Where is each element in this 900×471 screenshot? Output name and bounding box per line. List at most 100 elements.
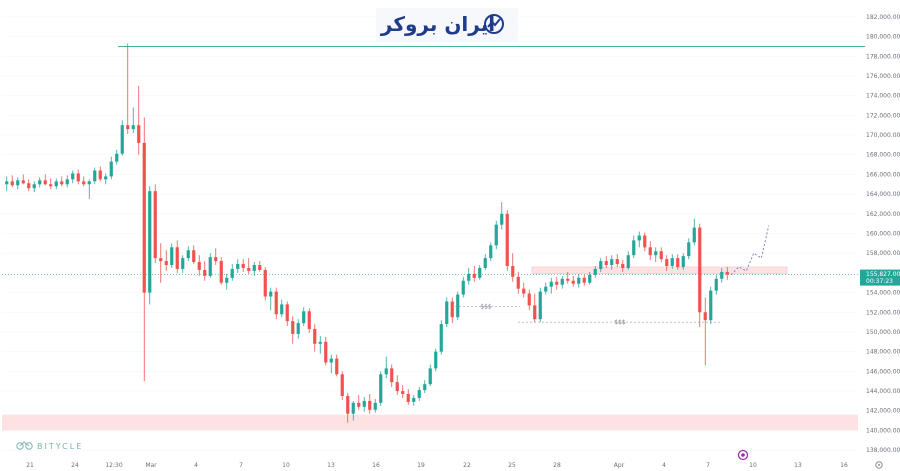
candle[interactable] (703, 297, 707, 366)
candle[interactable] (654, 247, 658, 263)
candle[interactable] (16, 177, 20, 190)
candle-body[interactable] (588, 274, 592, 283)
candle-body[interactable] (280, 304, 284, 315)
candle[interactable] (549, 277, 553, 294)
candle[interactable] (489, 242, 493, 262)
candle-body[interactable] (296, 323, 300, 334)
candle[interactable] (560, 275, 564, 289)
candle[interactable] (76, 169, 80, 185)
candle[interactable] (390, 364, 394, 388)
candle[interactable] (648, 241, 652, 261)
candle-body[interactable] (324, 341, 328, 363)
candle-body[interactable] (148, 191, 152, 293)
candle[interactable] (676, 254, 680, 270)
candle[interactable] (505, 209, 509, 271)
candle[interactable] (522, 282, 526, 298)
candle-body[interactable] (390, 368, 394, 383)
candle[interactable] (423, 380, 427, 394)
candle[interactable] (302, 307, 306, 327)
candle[interactable] (175, 240, 179, 273)
candle-body[interactable] (175, 247, 179, 269)
candle[interactable] (599, 258, 603, 272)
candle[interactable] (307, 308, 311, 333)
candle[interactable] (27, 179, 31, 192)
candle-body[interactable] (186, 250, 190, 259)
candle[interactable] (186, 246, 190, 262)
candle-body[interactable] (643, 235, 647, 248)
candle-body[interactable] (87, 181, 91, 185)
candle-body[interactable] (82, 181, 86, 185)
candle[interactable] (621, 260, 625, 272)
candle[interactable] (164, 250, 168, 271)
candle[interactable] (170, 243, 174, 268)
candle[interactable] (588, 271, 592, 285)
candle[interactable] (692, 218, 696, 246)
candle-body[interactable] (351, 402, 355, 414)
candle-body[interactable] (654, 251, 658, 256)
candle[interactable] (500, 202, 504, 230)
candle-body[interactable] (439, 324, 443, 352)
candle-body[interactable] (208, 257, 212, 276)
candle[interactable] (137, 85, 141, 155)
candle-body[interactable] (368, 400, 372, 410)
candle-body[interactable] (104, 176, 108, 180)
candle-body[interactable] (318, 341, 322, 344)
candle-body[interactable] (560, 278, 564, 285)
candle-body[interactable] (379, 374, 383, 403)
candle[interactable] (98, 166, 102, 182)
candle-body[interactable] (329, 358, 333, 363)
candle[interactable] (483, 254, 487, 270)
candle-body[interactable] (142, 142, 146, 293)
candle-body[interactable] (494, 224, 498, 246)
candle[interactable] (362, 396, 366, 412)
candle-body[interactable] (43, 180, 47, 185)
candle-body[interactable] (456, 294, 460, 318)
candle-body[interactable] (335, 358, 339, 375)
candle[interactable] (555, 276, 559, 290)
candle[interactable] (230, 264, 234, 281)
candle-body[interactable] (423, 384, 427, 391)
candle[interactable] (131, 107, 135, 134)
candle[interactable] (428, 364, 432, 387)
candle-body[interactable] (681, 256, 685, 267)
candle-body[interactable] (395, 382, 399, 392)
candle[interactable] (21, 174, 25, 185)
candle[interactable] (527, 289, 531, 311)
candle[interactable] (538, 287, 542, 323)
candle-body[interactable] (566, 278, 570, 281)
candle[interactable] (494, 220, 498, 250)
candle[interactable] (670, 254, 674, 269)
candle-body[interactable] (703, 312, 707, 321)
candle-body[interactable] (236, 264, 240, 269)
candle[interactable] (126, 43, 130, 135)
candle-body[interactable] (269, 291, 273, 297)
candle[interactable] (93, 167, 97, 185)
candle-body[interactable] (599, 261, 603, 269)
candle-body[interactable] (637, 235, 641, 241)
candle[interactable] (38, 177, 42, 188)
candle-body[interactable] (582, 277, 586, 283)
candle-body[interactable] (478, 267, 482, 278)
candle-body[interactable] (384, 368, 388, 375)
candle[interactable] (197, 255, 201, 276)
candle[interactable] (153, 184, 157, 264)
candle[interactable] (329, 354, 333, 374)
candle-body[interactable] (109, 161, 113, 177)
candle-body[interactable] (665, 259, 669, 266)
candle-body[interactable] (720, 271, 724, 279)
candle[interactable] (148, 186, 152, 305)
candle-body[interactable] (544, 286, 548, 292)
candle-body[interactable] (27, 183, 31, 189)
candle-body[interactable] (131, 125, 135, 130)
candle[interactable] (269, 287, 273, 311)
candle-body[interactable] (489, 245, 493, 259)
candle-body[interactable] (120, 125, 124, 154)
candle[interactable] (434, 348, 438, 372)
candle[interactable] (643, 232, 647, 252)
candle[interactable] (384, 356, 388, 379)
candle[interactable] (192, 245, 196, 265)
candle-body[interactable] (38, 180, 42, 185)
candle-body[interactable] (709, 290, 713, 321)
candle-body[interactable] (615, 259, 619, 265)
candle[interactable] (32, 181, 36, 193)
